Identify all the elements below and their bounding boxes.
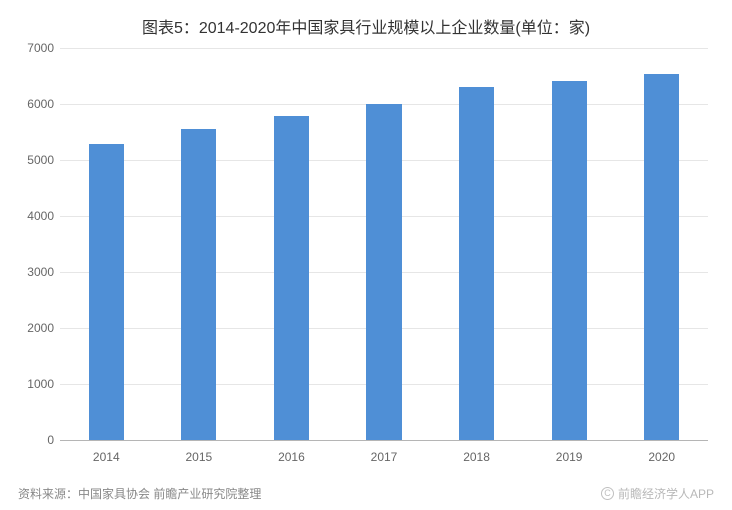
copyright: C 前瞻经济学人APP — [601, 485, 714, 502]
y-tick-label: 4000 — [18, 209, 54, 223]
x-tick-label: 2020 — [648, 450, 675, 464]
x-tick-label: 2017 — [371, 450, 398, 464]
y-tick-label: 3000 — [18, 265, 54, 279]
bar — [274, 116, 309, 440]
x-tick-label: 2019 — [556, 450, 583, 464]
x-tick-label: 2015 — [185, 450, 212, 464]
bar — [89, 144, 124, 440]
y-tick-label: 5000 — [18, 153, 54, 167]
bar — [552, 81, 587, 440]
y-tick-label: 6000 — [18, 97, 54, 111]
y-tick-label: 2000 — [18, 321, 54, 335]
chart-zone: 0100020003000400050006000700020142015201… — [18, 48, 714, 468]
chart-title: 图表5：2014-2020年中国家具行业规模以上企业数量(单位：家) — [18, 14, 714, 38]
copyright-icon: C — [601, 487, 614, 500]
bar — [644, 74, 679, 440]
source-label: 资料来源：中国家具协会 前瞻产业研究院整理 — [18, 485, 261, 502]
x-tick-label: 2018 — [463, 450, 490, 464]
y-tick-label: 1000 — [18, 377, 54, 391]
grid-line — [60, 48, 708, 49]
bar — [459, 87, 494, 440]
axis-baseline — [60, 440, 708, 441]
plot-area — [60, 48, 708, 440]
bar — [181, 129, 216, 440]
chart-container: 图表5：2014-2020年中国家具行业规模以上企业数量(单位：家) 0 1000… — [0, 0, 732, 510]
copyright-text: 前瞻经济学人APP — [618, 485, 714, 502]
x-tick-label: 2014 — [93, 450, 120, 464]
x-tick-label: 2016 — [278, 450, 305, 464]
y-tick-label: 7000 — [18, 41, 54, 55]
bar — [366, 104, 401, 440]
chart-footer: 资料来源：中国家具协会 前瞻产业研究院整理 C 前瞻经济学人APP — [18, 485, 714, 502]
y-tick-label: 0 — [18, 433, 54, 447]
